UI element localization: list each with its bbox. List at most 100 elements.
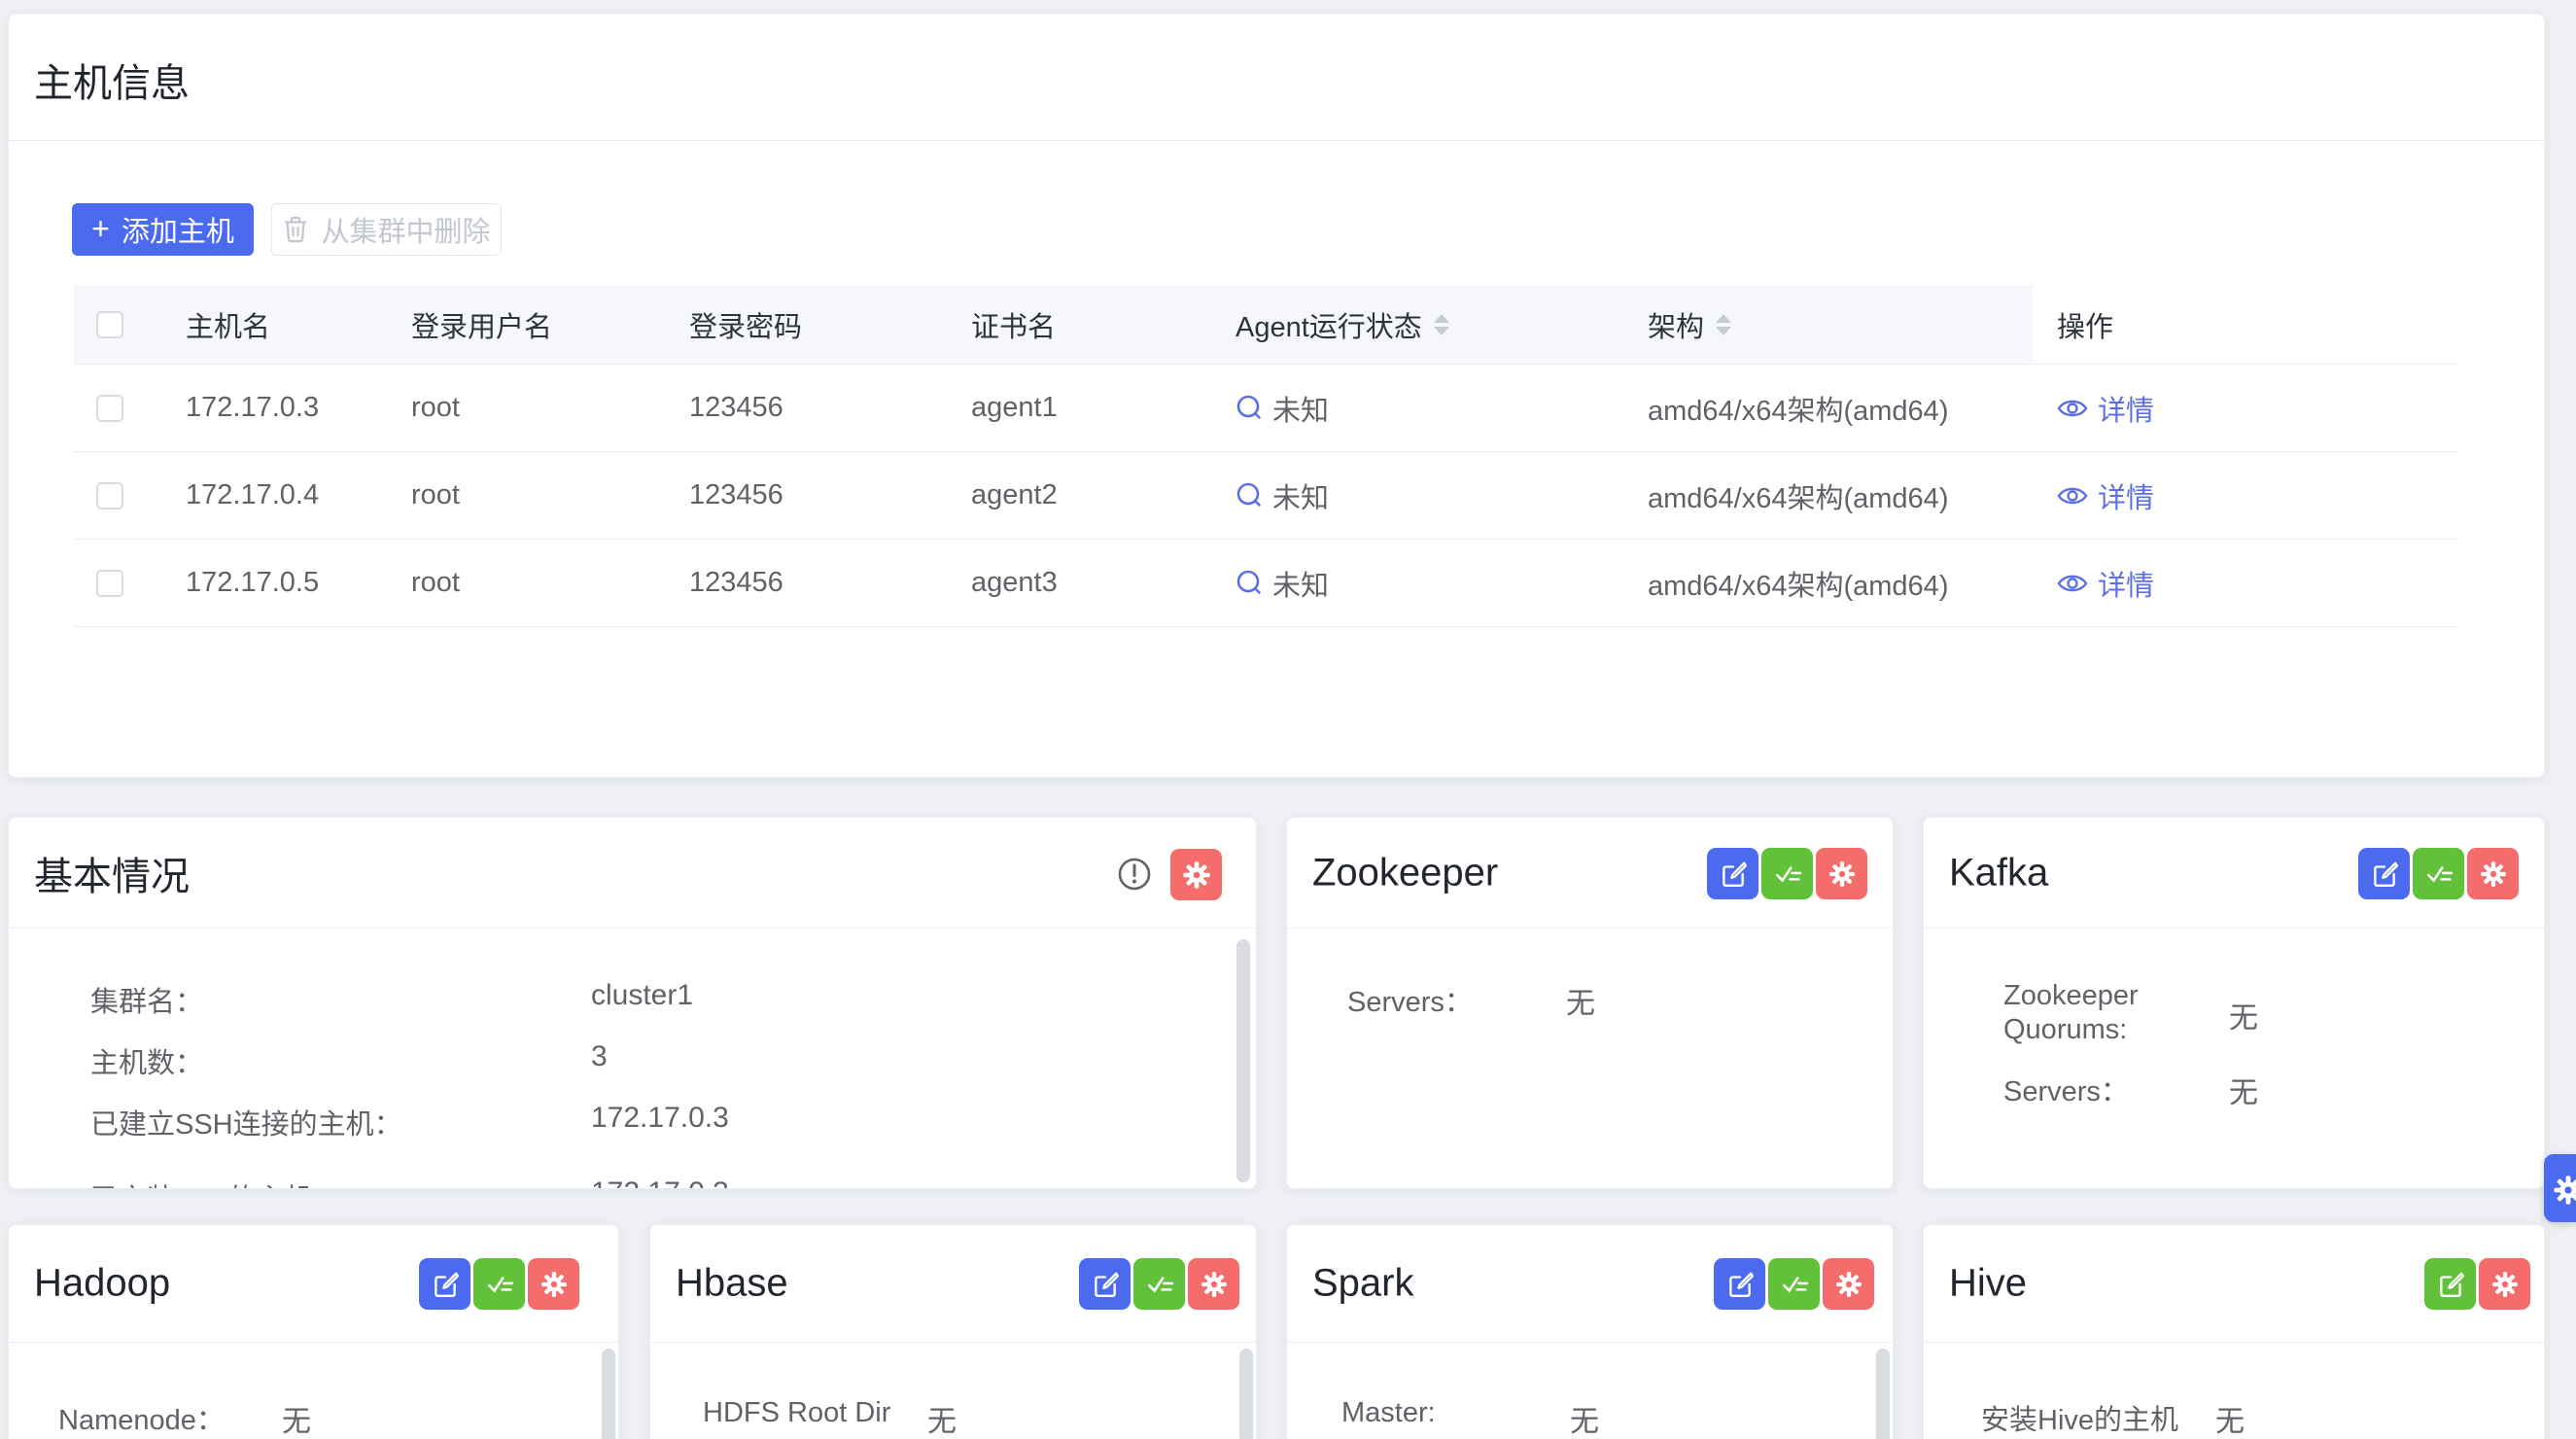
kv-value: 无 — [1566, 988, 1595, 1020]
trash-icon — [282, 215, 309, 244]
col-header-cert: 证书名 — [947, 285, 1211, 364]
edit-button[interactable] — [419, 1258, 470, 1310]
settings-button[interactable] — [1816, 848, 1867, 899]
hadoop-card: Hadoop Namenode： 无 — [8, 1224, 619, 1439]
tasks-button[interactable] — [2413, 848, 2464, 899]
remove-from-cluster-button[interactable]: 从集群中删除 — [271, 203, 502, 256]
cell-host: 172.17.0.5 — [186, 567, 320, 598]
kv-label: Servers： — [1347, 987, 1473, 1018]
row-checkbox[interactable] — [96, 569, 123, 597]
detail-link[interactable]: 详情 — [2057, 388, 2154, 429]
sort-carets-status[interactable] — [1433, 313, 1449, 335]
kv-label: 主机数： — [90, 1048, 204, 1079]
edit-button[interactable] — [2358, 848, 2410, 899]
tasks-button[interactable] — [473, 1258, 525, 1310]
add-host-button[interactable]: + 添加主机 — [72, 203, 254, 256]
eye-icon — [2057, 396, 2088, 421]
cell-password: 123456 — [689, 392, 783, 423]
settings-button[interactable] — [1170, 849, 1222, 900]
cell-cert: agent2 — [971, 479, 1058, 510]
card-title: Zookeeper — [1312, 851, 1499, 894]
add-host-label: 添加主机 — [121, 217, 234, 248]
detail-link[interactable]: 详情 — [2057, 475, 2154, 516]
card-title: Hadoop — [34, 1261, 171, 1305]
scrollbar-thumb[interactable] — [1876, 1349, 1890, 1439]
edit-button[interactable] — [1079, 1258, 1131, 1310]
tasks-button[interactable] — [1768, 1258, 1820, 1310]
kv-value: 无 — [1570, 1406, 1599, 1438]
kv-value: 172.17.0.3 — [591, 1102, 729, 1134]
edit-button[interactable] — [1707, 848, 1758, 899]
edit-button[interactable] — [1714, 1258, 1765, 1310]
card-title: Kafka — [1949, 851, 2049, 894]
cell-user: root — [411, 392, 460, 423]
settings-button[interactable] — [1823, 1258, 1874, 1310]
scrollbar-thumb[interactable] — [1239, 1349, 1253, 1439]
floating-settings-button[interactable] — [2544, 1154, 2576, 1222]
cell-password: 123456 — [689, 479, 783, 510]
scrollbar-thumb[interactable] — [602, 1349, 615, 1439]
kv-label: 安装Hive的主机 — [1981, 1405, 2179, 1436]
cell-host: 172.17.0.4 — [186, 479, 320, 510]
kv-label: 已安装JDK的主机： — [90, 1176, 341, 1188]
edit-button[interactable] — [2424, 1258, 2476, 1310]
cell-host: 172.17.0.3 — [186, 392, 320, 423]
eye-icon — [2057, 571, 2088, 596]
kv-value: cluster1 — [591, 979, 694, 1011]
settings-button[interactable] — [1188, 1258, 1239, 1310]
scrollbar-thumb[interactable] — [1236, 939, 1250, 1182]
cell-status: 未知 — [1272, 395, 1330, 427]
row-checkbox[interactable] — [96, 394, 123, 422]
cell-arch: amd64/x64架构(amd64) — [1648, 570, 1949, 602]
sort-carets-arch[interactable] — [1716, 313, 1732, 335]
col-header-status: Agent运行状态 — [1211, 285, 1623, 364]
settings-button[interactable] — [2479, 1258, 2530, 1310]
host-info-card: 主机信息 + 添加主机 从集群中删除 主机名 登录用户名 登录密码 证书名 Ag… — [8, 14, 2545, 778]
divider — [9, 140, 2544, 141]
loading-circle-icon — [1236, 482, 1263, 509]
zookeeper-card: Zookeeper Servers： 无 — [1286, 817, 1894, 1189]
kv-label: Namenode： — [58, 1405, 225, 1436]
kv-value: 3 — [591, 1040, 608, 1072]
col-header-action: 操作 — [2033, 285, 2458, 364]
cell-arch: amd64/x64架构(amd64) — [1648, 482, 1949, 514]
detail-link[interactable]: 详情 — [2057, 563, 2154, 604]
kv-value: 无 — [2229, 1002, 2258, 1035]
settings-button[interactable] — [528, 1258, 579, 1310]
kv-value: 无 — [2215, 1406, 2245, 1438]
kv-label: 已建立SSH连接的主机： — [90, 1109, 402, 1141]
kv-label: Zookeeper Quorums: — [2003, 980, 2139, 1045]
remove-from-cluster-label: 从集群中删除 — [321, 217, 491, 248]
col-header-password: 登录密码 — [665, 285, 947, 364]
hive-card: Hive 安装Hive的主机 无 — [1923, 1224, 2545, 1439]
table-row: 172.17.0.4 root 123456 agent2 未知 amd64/x… — [74, 452, 2458, 540]
kv-value: 无 — [927, 1406, 957, 1438]
tasks-button[interactable] — [1761, 848, 1813, 899]
gear-icon — [2554, 1176, 2576, 1205]
plus-icon: + — [91, 210, 110, 246]
kv-label: Servers： — [2003, 1076, 2129, 1107]
spark-card: Spark Master: 无 — [1286, 1224, 1894, 1439]
tasks-button[interactable] — [1133, 1258, 1185, 1310]
kafka-card: Kafka Zookeeper Quorums: 无 Servers： 无 — [1923, 817, 2545, 1189]
cell-cert: agent3 — [971, 567, 1058, 598]
info-circle-icon[interactable] — [1115, 855, 1154, 898]
cell-user: root — [411, 567, 460, 598]
kv-value: 172.17.0.3 — [591, 1176, 729, 1188]
cell-cert: agent1 — [971, 392, 1058, 423]
basic-info-card: 基本情况 集群名： cluster1 主机数： 3 已建立SSH连接的主机： 1… — [8, 817, 1257, 1189]
col-header-host: 主机名 — [161, 285, 387, 364]
cell-user: root — [411, 479, 460, 510]
settings-button[interactable] — [2467, 848, 2519, 899]
row-checkbox[interactable] — [96, 481, 123, 509]
cell-status: 未知 — [1272, 570, 1330, 602]
table-row: 172.17.0.5 root 123456 agent3 未知 amd64/x… — [74, 540, 2458, 627]
kv-label: Master: — [1341, 1397, 1436, 1428]
kv-value: 无 — [2229, 1077, 2258, 1109]
select-all-checkbox[interactable] — [96, 310, 123, 338]
col-header-user: 登录用户名 — [387, 285, 665, 364]
loading-circle-icon — [1236, 570, 1263, 597]
card-title: Hive — [1949, 1261, 2028, 1305]
col-header-arch: 架构 — [1623, 285, 2033, 364]
